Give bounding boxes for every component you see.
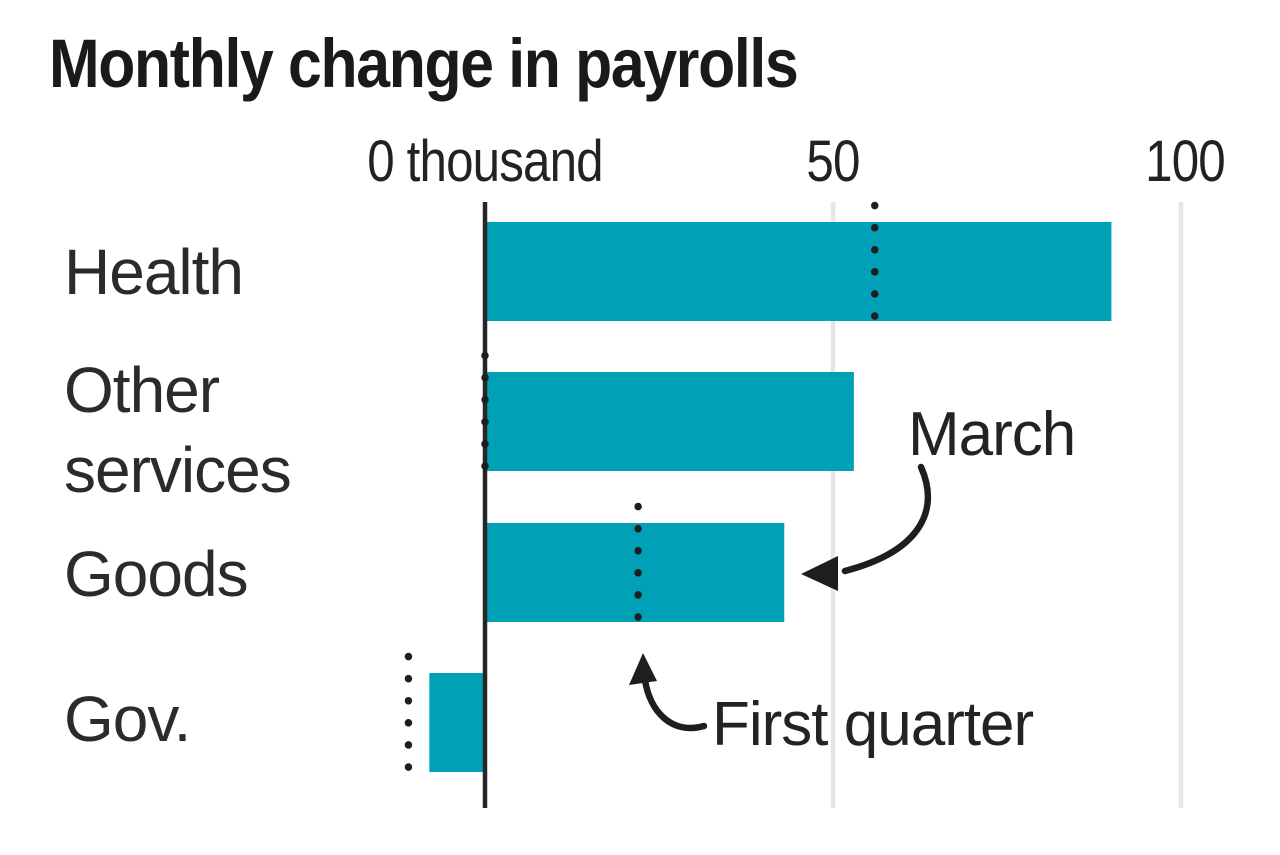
first-quarter-annotation-arrow bbox=[629, 653, 708, 732]
x-tick-100: 100 bbox=[1145, 129, 1226, 194]
first-quarter-dotted-markers bbox=[404, 201, 879, 793]
march-annotation-arrow bbox=[801, 463, 932, 591]
annotation-first-quarter: First quarter bbox=[712, 690, 1034, 759]
bar-march-gov- bbox=[429, 673, 483, 772]
march-arrowhead-icon bbox=[801, 556, 838, 591]
annotation-march: March bbox=[908, 400, 1076, 469]
bar-march-health bbox=[487, 222, 1112, 321]
category-label-other-services: Other services bbox=[64, 354, 292, 506]
category-label-goods: Goods bbox=[64, 538, 249, 610]
first-quarter-arrowhead-icon bbox=[629, 653, 657, 685]
category-label-health: Health bbox=[64, 236, 244, 308]
x-tick-zero-thousand: 0 thousand bbox=[367, 129, 603, 194]
chart-title: Monthly change in payrolls bbox=[49, 25, 799, 102]
x-tick-50: 50 bbox=[806, 129, 860, 194]
march-bars bbox=[429, 222, 1112, 772]
category-label-gov: Gov. bbox=[64, 683, 191, 755]
bar-march-other-services bbox=[487, 372, 854, 471]
